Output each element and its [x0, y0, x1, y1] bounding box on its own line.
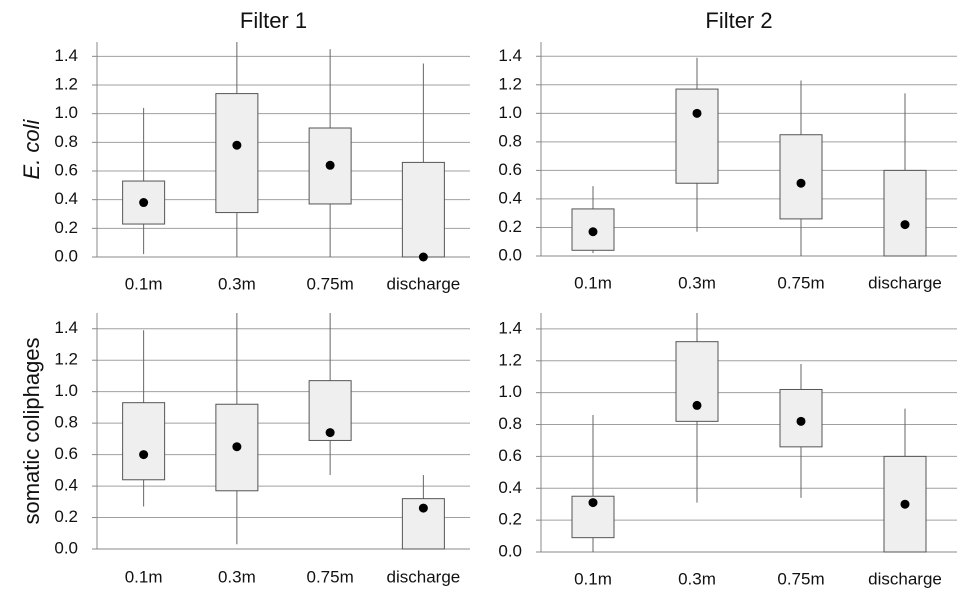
marker [588, 498, 598, 508]
y-tick-label: 0.8 [54, 132, 78, 151]
x-tick-label: 0.1m [125, 567, 163, 586]
y-tick-label: 0.0 [54, 538, 78, 557]
marker [418, 503, 428, 513]
marker [796, 416, 806, 426]
y-tick-label: 0.8 [498, 414, 522, 433]
y-tick-label: 0.6 [54, 444, 78, 463]
y-tick-label: 1.0 [498, 103, 522, 122]
x-tick-label: 0.75m [777, 569, 824, 588]
marker [325, 160, 335, 170]
y-tick-label: 1.2 [498, 350, 522, 369]
y-tick-label: 1.0 [54, 381, 78, 400]
marker [900, 220, 910, 230]
y-tick-label: 0.6 [498, 160, 522, 179]
y-tick-label: 0.0 [54, 246, 78, 265]
y-tick-label: 1.2 [54, 350, 78, 369]
marker [325, 428, 335, 438]
y-axis-label: E. coli [19, 118, 44, 179]
box [883, 169, 927, 257]
y-tick-label: 1.4 [498, 46, 522, 65]
marker [692, 108, 702, 118]
x-tick-label: 0.1m [574, 273, 612, 292]
marker [232, 140, 242, 150]
x-tick-label: 0.75m [307, 274, 354, 293]
marker [418, 252, 428, 262]
marker [692, 400, 702, 410]
y-tick-label: 1.4 [498, 318, 522, 337]
marker [139, 198, 149, 208]
marker [139, 450, 149, 460]
panel-title: Filter 1 [240, 8, 307, 33]
box [122, 402, 166, 481]
panel-title: Filter 2 [705, 8, 772, 33]
marker [796, 178, 806, 188]
y-tick-label: 1.0 [498, 382, 522, 401]
box [675, 88, 719, 184]
y-tick-label: 0.8 [498, 131, 522, 150]
y-tick-label: 0.0 [498, 245, 522, 264]
y-tick-label: 1.0 [54, 103, 78, 122]
x-tick-label: 0.1m [574, 569, 612, 588]
y-tick-label: 0.2 [498, 510, 522, 529]
y-tick-label: 0.6 [54, 160, 78, 179]
y-tick-label: 0.6 [498, 446, 522, 465]
y-tick-label: 1.2 [54, 74, 78, 93]
y-tick-label: 1.4 [54, 318, 78, 337]
y-axis-label: somatic coliphages [19, 337, 44, 524]
y-tick-label: 0.2 [54, 507, 78, 526]
x-tick-label: 0.75m [777, 273, 824, 292]
y-tick-label: 0.4 [498, 478, 522, 497]
x-tick-label: 0.75m [307, 567, 354, 586]
y-tick-label: 0.4 [54, 189, 78, 208]
x-tick-label: 0.3m [678, 569, 716, 588]
x-tick-label: 0.3m [678, 273, 716, 292]
x-tick-label: discharge [387, 567, 461, 586]
marker [232, 442, 242, 452]
x-tick-label: discharge [868, 273, 942, 292]
marker [900, 499, 910, 509]
marker [588, 227, 598, 237]
x-tick-label: discharge [868, 569, 942, 588]
y-tick-label: 0.2 [498, 217, 522, 236]
x-tick-label: 0.1m [125, 274, 163, 293]
x-tick-label: 0.3m [218, 274, 256, 293]
x-tick-label: discharge [387, 274, 461, 293]
y-tick-label: 1.2 [498, 74, 522, 93]
y-tick-label: 1.4 [54, 46, 78, 65]
y-tick-label: 0.4 [54, 476, 78, 495]
y-tick-label: 0.4 [498, 188, 522, 207]
y-tick-label: 0.8 [54, 413, 78, 432]
box [215, 93, 259, 214]
box [401, 161, 445, 258]
y-tick-label: 0.2 [54, 218, 78, 237]
box [779, 134, 823, 220]
y-tick-label: 0.0 [498, 541, 522, 560]
x-tick-label: 0.3m [218, 567, 256, 586]
